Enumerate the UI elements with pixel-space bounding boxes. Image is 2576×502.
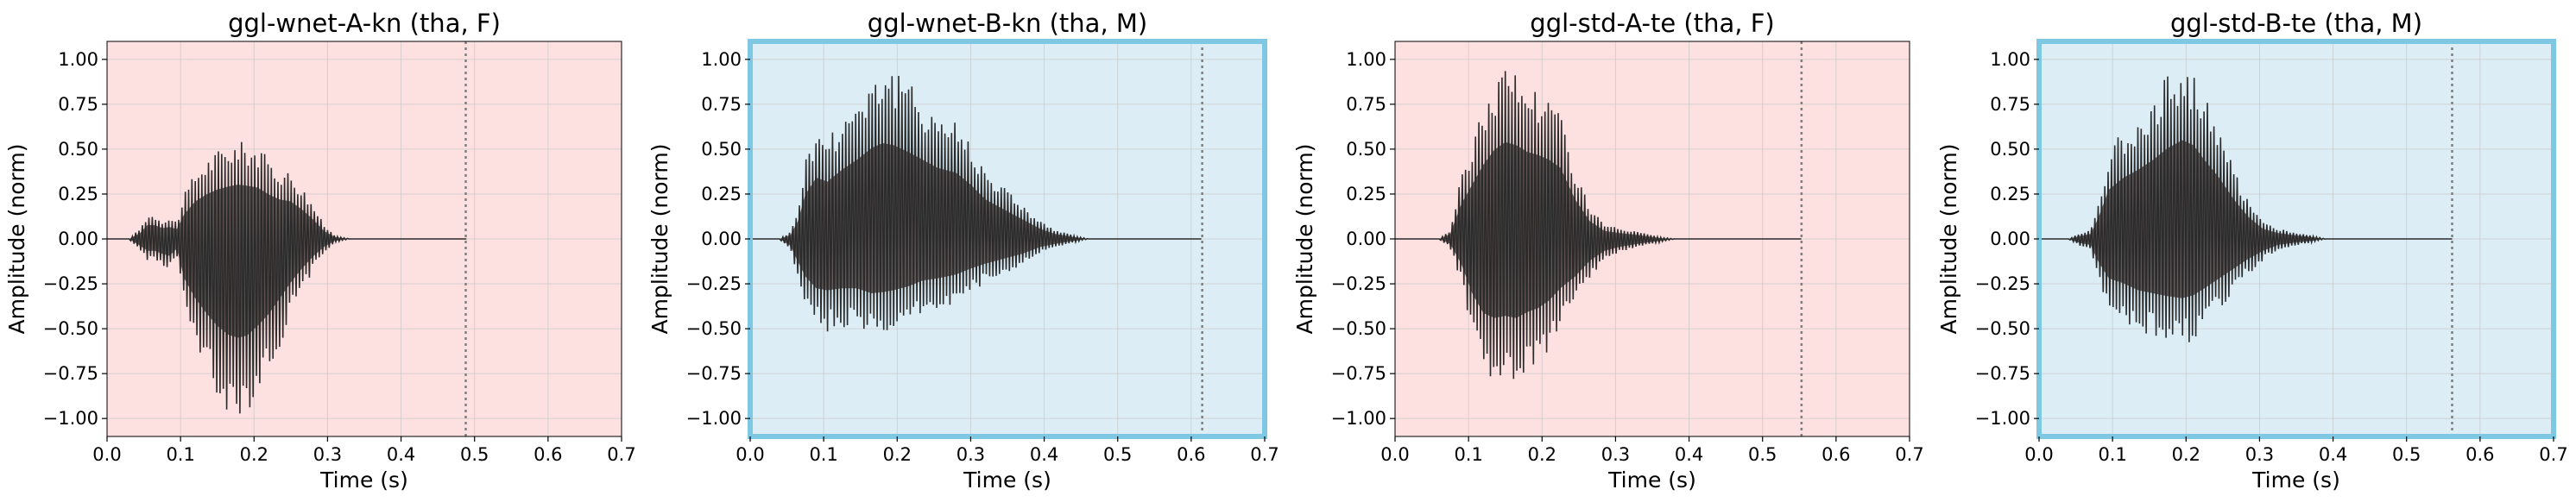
y-tick-label: 0.75 [1990,94,2030,115]
y-tick-label: −0.75 [686,363,742,384]
subplot-title: ggl-std-A-te (tha, F) [1530,9,1774,38]
waveform-trace [1395,71,1802,380]
x-tick-label: 0.4 [1030,444,1058,465]
y-tick-label: 0.75 [1346,94,1386,115]
x-axis-label: Time (s) [319,467,408,493]
y-tick-label: −1.00 [1331,408,1386,429]
y-tick-label: 0.25 [1990,184,2030,204]
x-tick-label: 0.0 [1380,444,1409,465]
x-tick-label: 0.2 [240,444,268,465]
x-tick-label: 0.5 [1103,444,1132,465]
waveform-trace [750,75,1202,332]
x-tick-label: 0.4 [387,444,415,465]
y-tick-label: 0.25 [701,184,742,204]
y-tick-label: 1.00 [1990,49,2030,70]
x-tick-label: 0.7 [1895,444,1923,465]
x-tick-label: 0.7 [1250,444,1279,465]
x-tick-label: 0.0 [92,444,121,465]
x-axis-label: Time (s) [963,467,1051,493]
x-tick-label: 0.4 [1675,444,1703,465]
x-tick-label: 0.5 [2392,444,2421,465]
subplot-2: 0.0 0.1 0.2 0.3 0.4 0.5 0.6 0.7 1.00 0.75 0.50 0.25… [647,9,1279,493]
y-tick-label: −1.00 [1975,408,2030,429]
x-tick-label: 0.6 [534,444,562,465]
y-axis-label: Amplitude (norm) [1292,144,1317,335]
y-tick-label: −0.75 [1975,363,2030,384]
x-tick-label: 0.7 [607,444,635,465]
x-tick-label: 0.6 [2466,444,2494,465]
y-tick-label: 1.00 [1346,49,1386,70]
y-tick-label: −0.50 [686,318,742,339]
subplot-1: 0.0 0.1 0.2 0.3 0.4 0.5 0.6 0.7 1.00 0.75 0.50 0.25… [4,9,636,493]
x-tick-label: 0.0 [2024,444,2053,465]
y-tick-label: 0.50 [1990,139,2030,160]
y-tick-label: −0.50 [43,318,98,339]
waveform-trace [107,141,467,414]
x-tick-label: 0.3 [1601,444,1630,465]
subplot-title: ggl-std-B-te (tha, M) [2170,9,2422,38]
x-tick-label: 0.5 [1748,444,1777,465]
y-axis-label: Amplitude (norm) [647,144,672,335]
x-axis-label: Time (s) [2251,467,2340,493]
x-tick-label: 0.4 [2319,444,2347,465]
x-tick-label: 0.2 [883,444,912,465]
x-tick-label: 0.3 [313,444,342,465]
y-tick-label: 0.00 [58,229,98,249]
subplot-title: ggl-wnet-B-kn (tha, M) [868,9,1147,38]
y-tick-label: 0.50 [1346,139,1386,160]
x-tick-label: 0.7 [2539,444,2567,465]
x-tick-label: 0.5 [460,444,489,465]
x-tick-label: 0.1 [166,444,194,465]
y-tick-label: −0.25 [1975,273,2030,294]
y-axis-label: Amplitude (norm) [4,144,29,335]
y-tick-label: 0.25 [58,184,98,204]
y-tick-label: −0.50 [1331,318,1386,339]
x-tick-label: 0.2 [1528,444,1556,465]
x-tick-label: 0.1 [1454,444,1482,465]
y-tick-label: 0.75 [58,94,98,115]
waveform-trace [2039,76,2453,342]
y-tick-label: 0.50 [701,139,742,160]
y-tick-label: 0.50 [58,139,98,160]
y-tick-label: −1.00 [43,408,98,429]
x-tick-label: 0.6 [1177,444,1205,465]
x-tick-label: 0.3 [957,444,985,465]
y-tick-label: −0.50 [1975,318,2030,339]
subplot-4: 0.0 0.1 0.2 0.3 0.4 0.5 0.6 0.7 1.00 0.75 0.50 0.25… [1936,9,2568,493]
x-tick-label: 0.1 [809,444,837,465]
y-tick-label: 0.00 [1990,229,2030,249]
y-tick-label: −0.25 [43,273,98,294]
x-tick-label: 0.6 [1822,444,1850,465]
y-tick-label: 1.00 [58,49,98,70]
y-tick-label: −0.75 [43,363,98,384]
x-tick-label: 0.2 [2172,444,2200,465]
y-tick-label: −1.00 [686,408,742,429]
y-axis-label: Amplitude (norm) [1936,144,1961,335]
y-tick-label: 1.00 [701,49,742,70]
y-tick-label: 0.25 [1346,184,1386,204]
x-tick-label: 0.0 [736,444,764,465]
y-tick-label: 0.75 [701,94,742,115]
subplot-3: 0.0 0.1 0.2 0.3 0.4 0.5 0.6 0.7 1.00 0.75 0.50 0.25… [1292,9,1924,493]
y-tick-label: 0.00 [1346,229,1386,249]
y-tick-label: −0.25 [686,273,742,294]
x-axis-label: Time (s) [1607,467,1696,493]
x-tick-label: 0.1 [2098,444,2126,465]
y-tick-label: −0.25 [1331,273,1386,294]
y-tick-label: 0.00 [701,229,742,249]
x-tick-label: 0.3 [2245,444,2274,465]
subplot-title: ggl-wnet-A-kn (tha, F) [228,9,501,38]
y-tick-label: −0.75 [1331,363,1386,384]
